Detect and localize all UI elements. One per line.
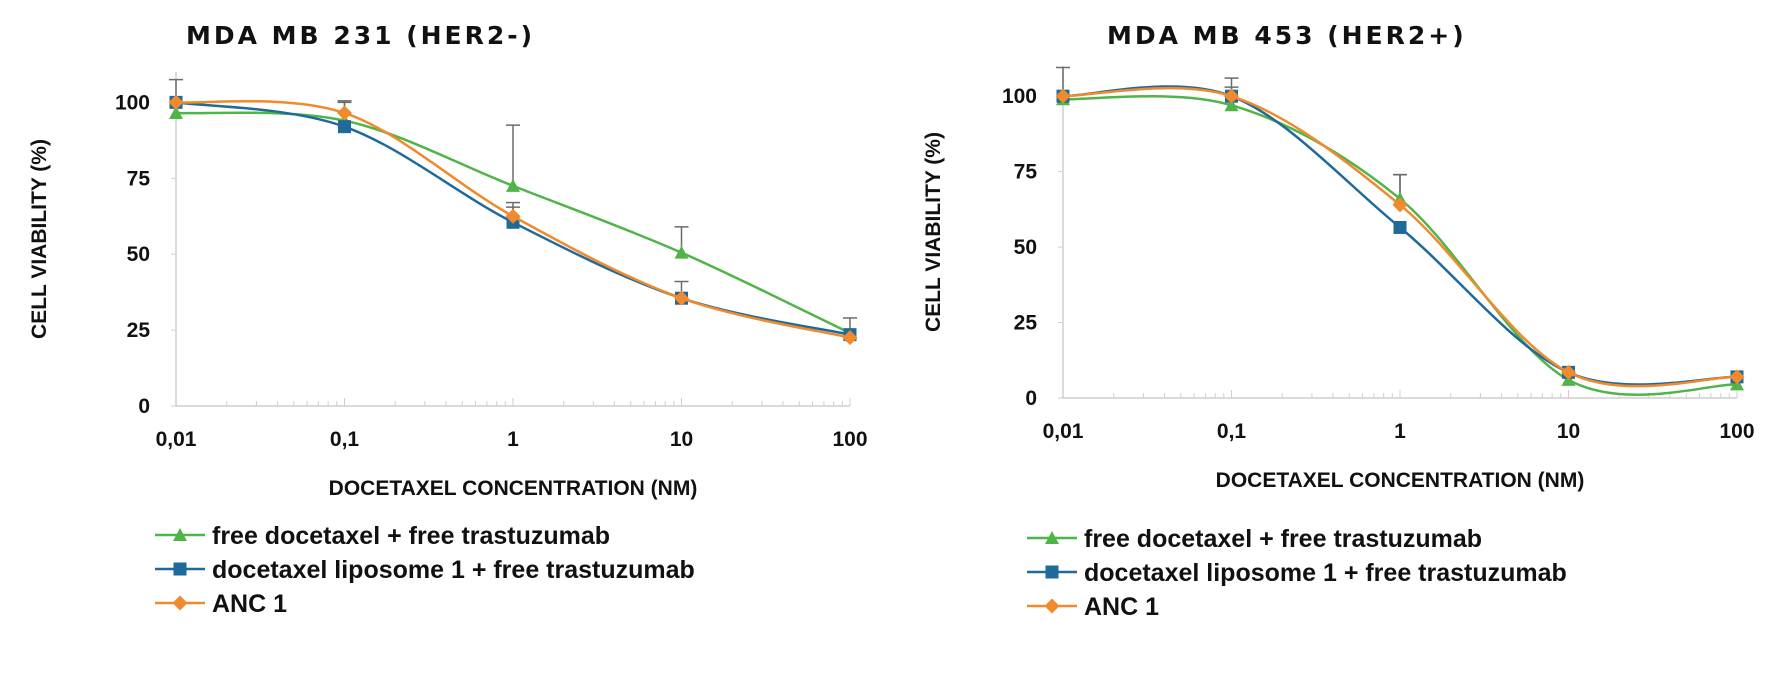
legend-marker [1045, 531, 1059, 544]
x-tick-label: 1 [507, 428, 519, 451]
y-tick-label: 50 [1014, 236, 1037, 259]
legend-marker [1045, 565, 1059, 579]
data-point-series-3 [1729, 369, 1745, 385]
x-tick-label: 10 [670, 428, 693, 451]
x-tick-label: 0,1 [330, 428, 360, 451]
chart-1: MDA MB 231 (HER2-) 0 25 50 75 100 0,01 0,1 1 10 10… [28, 21, 868, 618]
y-axis-label: CELL VIABILITY (%) [28, 139, 51, 339]
series-line-3 [1062, 86, 1738, 388]
data-point-series-1 [506, 178, 520, 192]
x-tick-label: 0,1 [1217, 420, 1247, 443]
legend-marker [173, 528, 187, 541]
data-point-series-1 [169, 105, 183, 119]
data-point-series-1 [1224, 98, 1239, 112]
y-tick-label: 75 [127, 167, 151, 190]
chart-title: MDA MB 231 (HER2-) [186, 21, 535, 50]
data-point-series-1 [674, 245, 689, 259]
legend-label: docetaxel liposome 1 + free trastuzumab [1084, 559, 1567, 587]
data-point-series-2 [338, 120, 351, 134]
x-tick-label: 100 [1719, 420, 1754, 443]
legend-marker [172, 595, 188, 611]
x-tick-label: 10 [1557, 420, 1580, 443]
legend-marker [1044, 598, 1060, 614]
legend-marker [173, 562, 187, 576]
y-tick-label: 25 [1014, 312, 1038, 335]
y-tick-label: 100 [115, 91, 150, 114]
y-tick-label: 100 [1002, 85, 1037, 108]
data-point-series-3 [337, 105, 352, 121]
legend-label: free docetaxel + free trastuzumab [212, 522, 610, 550]
y-tick-label: 0 [138, 395, 150, 418]
y-tick-label: 75 [1014, 161, 1038, 184]
data-point-series-3 [674, 290, 689, 306]
y-tick-label: 25 [127, 319, 151, 342]
x-axis-label: DOCETAXEL CONCENTRATION (NM) [329, 477, 698, 500]
chart-title: MDA MB 453 (HER2+) [1107, 21, 1467, 50]
data-point-series-2 [1393, 220, 1407, 234]
legend-label: ANC 1 [1084, 593, 1159, 621]
series-line-1 [1062, 94, 1738, 396]
data-point-series-3 [1561, 364, 1576, 380]
y-tick-label: 50 [127, 243, 150, 266]
data-point-series-3 [168, 94, 184, 110]
data-point-series-3 [1224, 88, 1239, 104]
legend-label: ANC 1 [212, 590, 287, 618]
x-tick-label: 0,01 [1043, 420, 1084, 443]
data-point-series-3 [505, 208, 521, 224]
data-point-series-3 [1392, 197, 1408, 213]
series-line-2 [1062, 85, 1738, 386]
x-axis-label: DOCETAXEL CONCENTRATION (NM) [1216, 469, 1585, 492]
x-tick-label: 1 [1394, 420, 1406, 443]
chart-2: MDA MB 453 (HER2+) 0 25 50 75 100 0,01 0,1 1 10 10… [922, 21, 1755, 621]
x-tick-label: 100 [832, 428, 867, 451]
y-axis-label: CELL VIABILITY (%) [922, 132, 945, 332]
legend-label: free docetaxel + free trastuzumab [1084, 525, 1482, 553]
data-point-series-3 [1055, 88, 1071, 104]
data-point-series-3 [842, 330, 858, 346]
y-tick-label: 0 [1025, 387, 1037, 410]
legend-label: docetaxel liposome 1 + free trastuzumab [212, 556, 695, 584]
x-tick-label: 0,01 [156, 428, 197, 451]
